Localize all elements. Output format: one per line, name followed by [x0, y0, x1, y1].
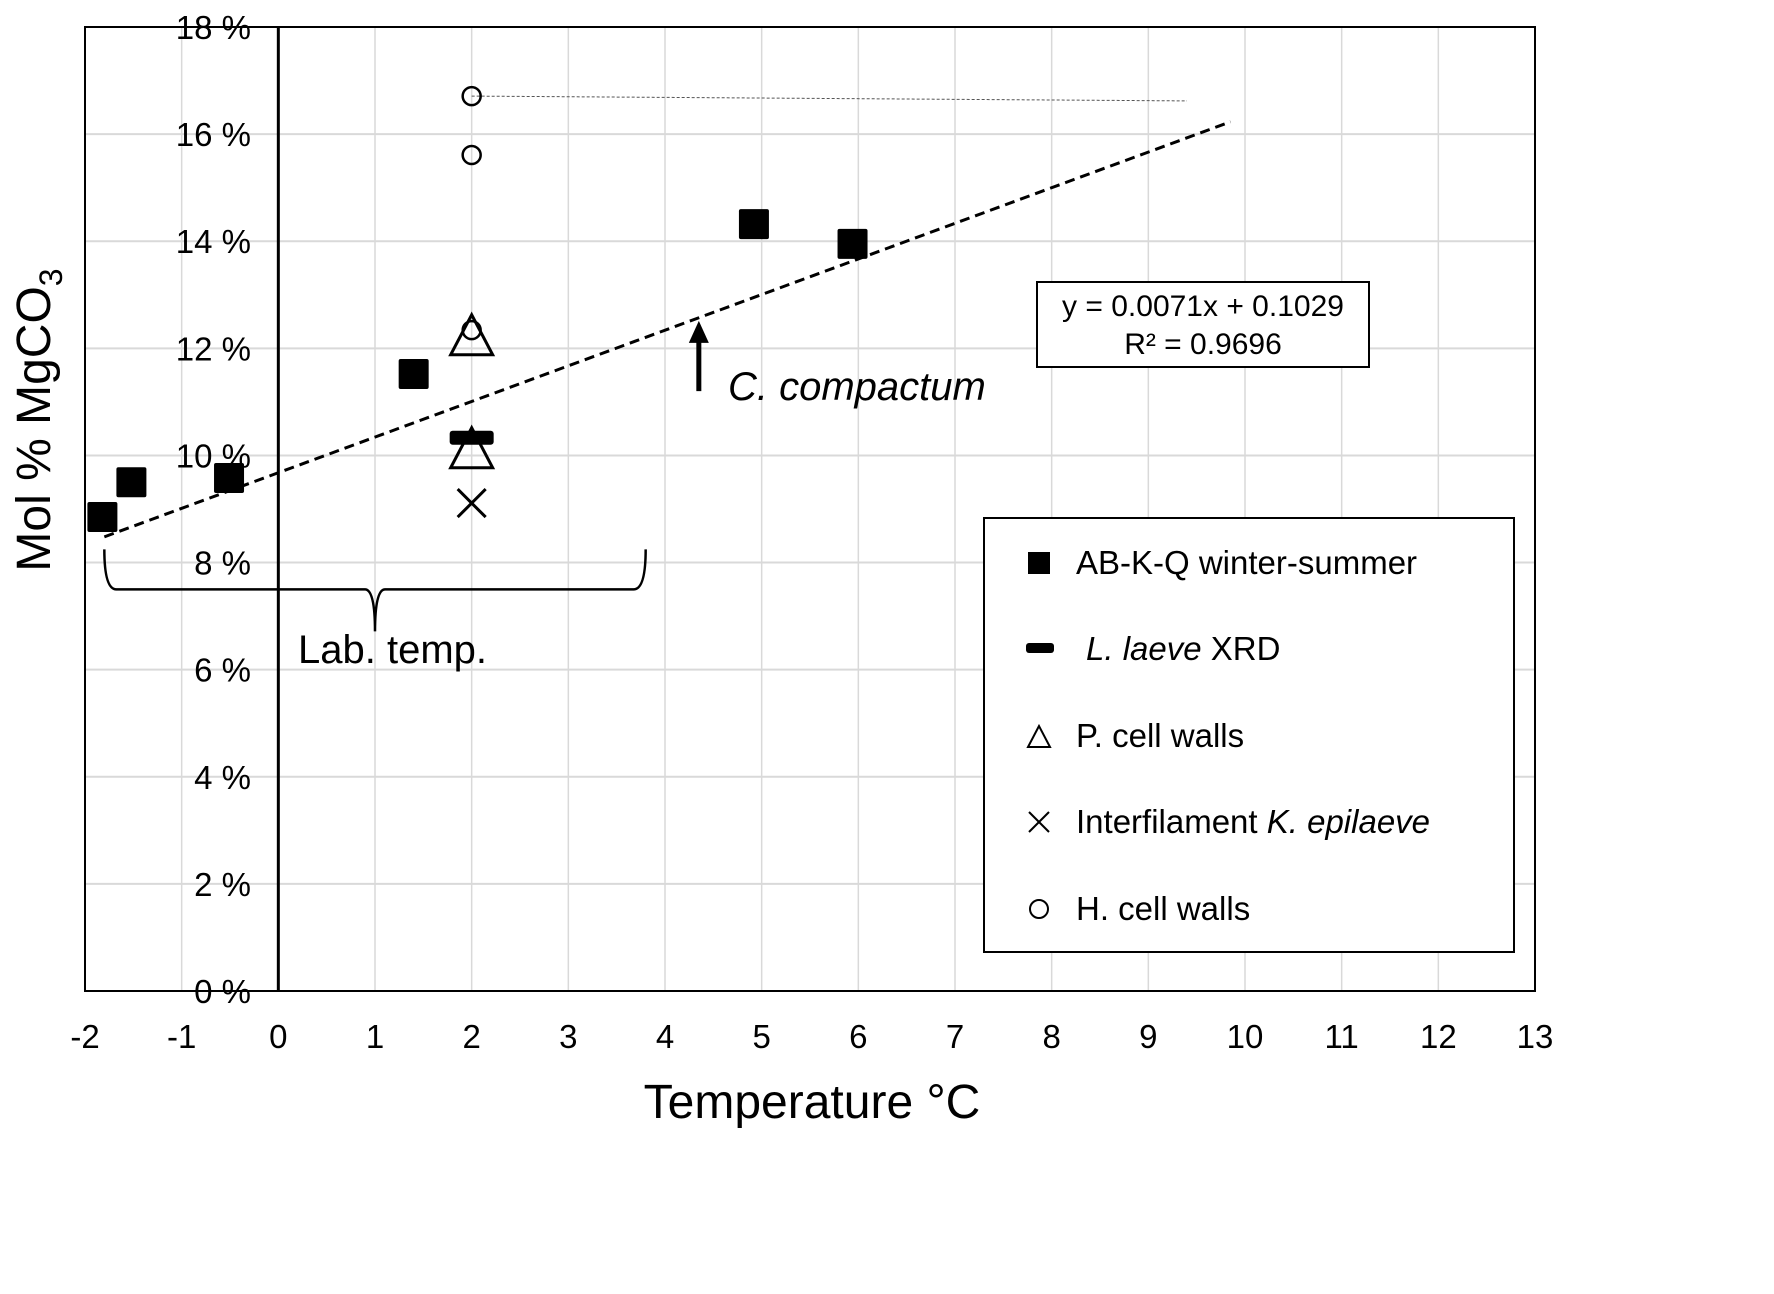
- data-point-dash: [449, 430, 494, 445]
- x-tick-label: 0: [269, 1018, 287, 1055]
- equation-box: y = 0.0071x + 0.1029 R² = 0.9696: [1036, 281, 1370, 368]
- data-point-square: [738, 209, 769, 240]
- legend-label: Interfilament K. epilaeve: [1076, 803, 1430, 840]
- y-tick-label: 18 %: [176, 9, 251, 46]
- plot-area-border: [84, 26, 1536, 992]
- y-tick-label: 8 %: [194, 545, 251, 582]
- equation-line: y = 0.0071x + 0.1029: [1062, 290, 1344, 323]
- legend-label: H. cell walls: [1076, 890, 1250, 927]
- dotted-reference-line: [471, 95, 1188, 102]
- data-point-square: [398, 359, 429, 390]
- x-tick-label: 3: [559, 1018, 577, 1055]
- legend-label: AB-K-Q winter-summer: [1076, 544, 1417, 581]
- x-tick-label: 6: [849, 1018, 867, 1055]
- legend-marker-square: [1028, 552, 1050, 574]
- x-tick-label: 5: [752, 1018, 770, 1055]
- x-axis-title: Temperature °C: [644, 1076, 981, 1129]
- r-squared: R² = 0.9696: [1124, 328, 1282, 361]
- data-point-triangle: [448, 311, 496, 357]
- x-tick-label: 11: [1325, 1018, 1359, 1055]
- x-tick-label: 9: [1139, 1018, 1157, 1055]
- y-tick-label: 16 %: [176, 116, 251, 153]
- data-point-circle: [461, 319, 482, 341]
- x-tick-label: 2: [462, 1018, 480, 1055]
- legend-label: P. cell walls: [1076, 717, 1244, 754]
- data-point-circle: [461, 85, 482, 107]
- x-tick-label: 13: [1517, 1018, 1554, 1055]
- data-point-cross: [456, 488, 487, 519]
- x-tick-labels: -2 -1 0 1 2 3 4 5 6 7 8 9 10 11 12 13: [70, 1018, 1553, 1055]
- y-axis-title: Mol % MgCO3: [8, 268, 69, 571]
- lab-temp-label: Lab. temp.: [298, 628, 487, 672]
- data-point-square: [116, 467, 147, 498]
- trendline: [103, 120, 1232, 539]
- data-point-square: [87, 502, 118, 533]
- legend-label: L. laeve XRD: [1086, 630, 1280, 667]
- y-tick-label: 2 %: [194, 866, 251, 903]
- curly-bracket: [103, 549, 647, 632]
- x-tick-label: 4: [656, 1018, 674, 1055]
- data-points: [87, 85, 868, 533]
- x-tick-label: -1: [167, 1018, 196, 1055]
- y-tick-labels: 0 %2 %4 %6 %8 %10 %12 %14 %16 %18 %: [176, 9, 251, 1010]
- species-annotation: C. compactum: [728, 365, 986, 409]
- legend-marker-circle: [1029, 899, 1049, 919]
- data-point-square: [214, 462, 245, 493]
- legend-marker-cross: [1028, 811, 1050, 833]
- y-tick-label: 14 %: [176, 223, 251, 260]
- legend-marker-dash: [1026, 643, 1054, 653]
- x-tick-label: -2: [70, 1018, 99, 1055]
- data-point-triangle: [448, 424, 496, 470]
- arrow-head-icon: [688, 320, 709, 343]
- x-tick-label: 8: [1042, 1018, 1060, 1055]
- x-tick-label: 1: [366, 1018, 384, 1055]
- y-tick-label: 12 %: [176, 330, 251, 367]
- legend: AB-K-Q winter-summer L. laeve XRD P. cel…: [983, 517, 1515, 953]
- data-point-circle: [461, 144, 482, 166]
- x-tick-label: 7: [946, 1018, 964, 1055]
- y-tick-label: 6 %: [194, 652, 251, 689]
- lines: [103, 95, 1232, 632]
- y-tick-label: 4 %: [194, 759, 251, 796]
- x-tick-label: 10: [1227, 1018, 1264, 1055]
- data-point-square: [837, 228, 868, 259]
- x-tick-label: 12: [1420, 1018, 1457, 1055]
- legend-marker-triangle: [1026, 723, 1052, 748]
- y-tick-label: 0 %: [194, 973, 251, 1010]
